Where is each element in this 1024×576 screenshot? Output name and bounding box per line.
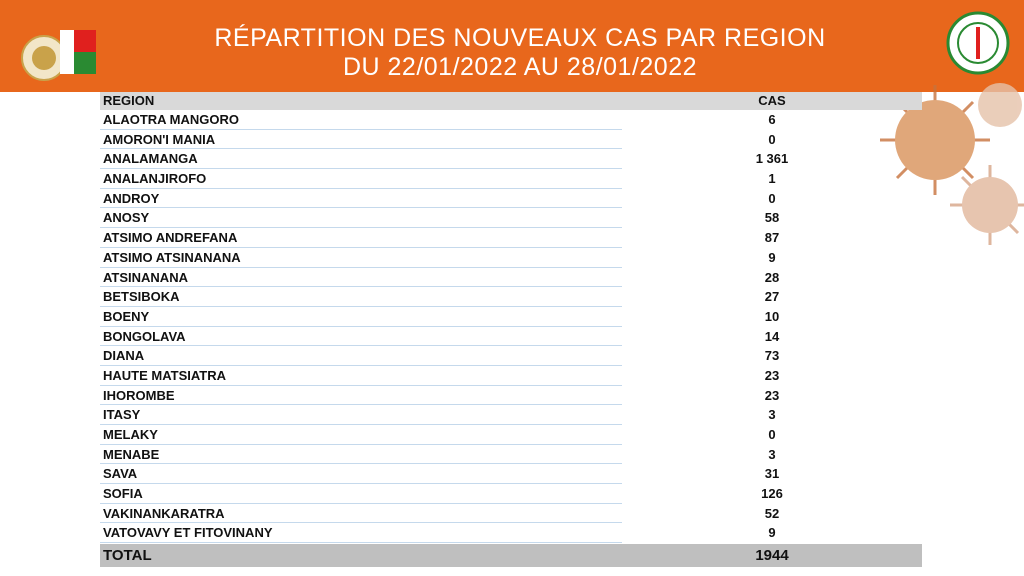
cases-cell: 1 361 — [755, 151, 789, 167]
title-line: RÉPARTITION DES NOUVEAUX CAS PAR REGION — [214, 24, 826, 52]
cases-cell: 31 — [764, 466, 780, 482]
region-cell: ANDROY — [100, 189, 622, 209]
table-row: ANDROY 0 — [100, 189, 922, 209]
table-row: BOENY 10 — [100, 307, 922, 327]
cases-cell: 10 — [764, 308, 780, 324]
ministry-logo — [946, 11, 1010, 75]
header-cell: CAS — [758, 93, 786, 108]
table-body: ALAOTRA MANGORO 6 AMORON'I MANIA 0 ANALAMANG… — [100, 110, 922, 544]
region-cell: IHOROMBE — [100, 386, 622, 406]
region-cell: BETSIBOKA — [100, 287, 622, 307]
table-row: VATOVAVY ET FITOVINANY 9 — [100, 523, 922, 544]
table-row: DIANA 73 — [100, 346, 922, 366]
virus-illustration — [880, 83, 1024, 245]
region-cell: DIANA — [100, 346, 622, 366]
title-line: DU 22/01/2022 AU 28/01/2022 — [342, 53, 698, 81]
region-cell: SOFIA — [100, 484, 622, 504]
cases-cell: 9 — [768, 249, 776, 265]
cases-cell: 3 — [768, 407, 776, 423]
cases-cell: 0 — [768, 190, 776, 206]
table-row: VAKINANKARATRA 52 — [100, 504, 922, 524]
cases-cell: 126 — [761, 486, 783, 502]
header-cell: REGION — [103, 93, 155, 108]
cases-cell: 27 — [764, 289, 780, 305]
region-cell: ALAOTRA MANGORO — [100, 110, 622, 130]
cases-cell: 6 — [768, 112, 776, 127]
region-cell: HAUTE MATSIATRA — [100, 366, 622, 386]
region-cell: ANOSY — [100, 208, 622, 229]
region-cell: MELAKY — [100, 425, 622, 445]
region-cell: ITASY — [100, 405, 622, 425]
region-cell: SAVA — [100, 464, 622, 485]
table-row: BETSIBOKA 27 — [100, 287, 922, 307]
cases-cell: 0 — [768, 427, 776, 442]
cases-cell: 1 — [768, 171, 776, 187]
total-value: 1944 — [755, 547, 789, 565]
table-row: BONGOLAVA 14 — [100, 327, 922, 347]
table-row: ITASY 3 — [100, 405, 922, 425]
flag-logo — [21, 30, 96, 81]
table-row: ALAOTRA MANGORO 6 — [100, 110, 922, 130]
cases-cell: 23 — [764, 367, 780, 383]
total-label: TOTAL — [103, 547, 152, 565]
cases-cell: 28 — [764, 269, 780, 285]
table-row: MELAKY 0 — [100, 425, 922, 445]
table-row: ATSIMO ATSINANANA 9 — [100, 248, 922, 268]
table-row: ATSINANANA 28 — [100, 268, 922, 288]
region-cell: AMORON'I MANIA — [100, 130, 622, 150]
table-row: ANALANJIROFO 1 — [100, 169, 922, 189]
table-row: ANALAMANGA 1 361 — [100, 149, 922, 170]
total-row: TOTAL 1944 — [100, 544, 922, 568]
region-cell: VAKINANKARATRA — [100, 504, 622, 524]
header-band — [0, 0, 1024, 92]
table-row: SAVA 31 — [100, 464, 922, 485]
region-cell: ATSINANANA — [100, 268, 622, 288]
cases-cell: 9 — [768, 525, 776, 541]
region-cell: ANALANJIROFO — [100, 169, 622, 189]
cases-cell: 73 — [764, 348, 780, 364]
region-cell: BOENY — [100, 307, 622, 327]
cases-cell: 52 — [764, 505, 780, 521]
region-cell: BONGOLAVA — [100, 327, 622, 347]
table-row: SOFIA 126 — [100, 484, 922, 504]
table-row: ANOSY 58 — [100, 208, 922, 229]
table-row: IHOROMBE 23 — [100, 386, 922, 406]
region-cell: MENABE — [100, 445, 622, 465]
table-header: REGION CAS — [100, 92, 922, 110]
cases-cell: 87 — [764, 230, 780, 246]
title: RÉPARTITION DES NOUVEAUX CAS PAR REGION … — [120, 24, 920, 82]
table-row: HAUTE MATSIATRA 23 — [100, 366, 922, 386]
cases-cell: 3 — [768, 446, 776, 462]
cases-cell: 14 — [764, 328, 780, 344]
table: REGION CAS ALAOTRA MANGORO 6 AMORON'I MANI… — [100, 92, 922, 568]
cases-cell: 23 — [764, 387, 780, 403]
table-row: AMORON'I MANIA 0 — [100, 130, 922, 150]
cases-cell: 0 — [768, 131, 776, 147]
table-row: MENABE 3 — [100, 445, 922, 465]
region-cell: ANALAMANGA — [100, 149, 622, 170]
cases-cell: 58 — [764, 210, 780, 226]
region-cell: ATSIMO ANDREFANA — [100, 228, 622, 248]
region-cell: ATSIMO ATSINANANA — [100, 248, 622, 268]
table-row: ATSIMO ANDREFANA 87 — [100, 228, 922, 248]
region-cell: VATOVAVY ET FITOVINANY — [100, 523, 622, 544]
